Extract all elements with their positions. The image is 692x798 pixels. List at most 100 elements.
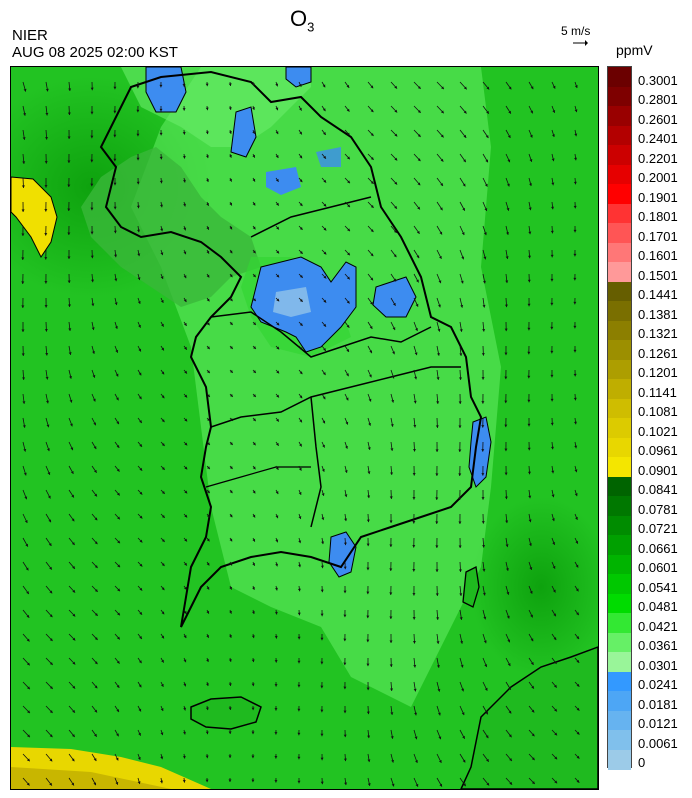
wind-arrow-head: [49, 590, 53, 594]
wind-arrow-head: [527, 327, 531, 331]
wind-arrow-head: [529, 183, 532, 187]
wind-arrow-head: [251, 779, 255, 783]
wind-arrow-head: [93, 469, 97, 473]
colorbar-tick-label: 0.1141: [638, 384, 677, 400]
wind-arrow-head: [253, 322, 256, 325]
wind-arrow-head: [506, 207, 510, 211]
wind-arrow-head: [91, 327, 95, 331]
wind-arrow-head: [505, 256, 509, 259]
wind-arrow-head: [160, 204, 163, 208]
wind-arrow-head: [323, 179, 327, 183]
wind-arrow-head: [554, 708, 557, 712]
wind-arrow-head: [205, 683, 209, 687]
wind-arrow-head: [93, 758, 97, 761]
colorbar-tick-label: 0.1381: [638, 306, 678, 322]
wind-arrow-head: [161, 371, 165, 375]
wind-arrow-head: [574, 157, 578, 161]
wind-arrow-head: [161, 635, 164, 639]
wind-arrow-head: [26, 591, 29, 595]
wind-arrow-head: [323, 203, 327, 207]
low-ozone-north-4: [285, 67, 312, 88]
wind-arrow-head: [115, 373, 119, 377]
wind-arrow-head: [390, 448, 394, 451]
wind-arrow-head: [551, 446, 554, 450]
wind-arrow-head: [72, 589, 76, 593]
wind-arrow-head: [92, 351, 95, 354]
wind-arrow-head: [161, 563, 165, 567]
wind-arrow-head: [458, 377, 462, 380]
wind-arrow-head: [299, 179, 303, 183]
wind-arrow-head: [462, 183, 466, 187]
wind-arrow-head: [483, 616, 487, 620]
wind-arrow-head: [504, 472, 508, 476]
wind-arrow-head: [252, 107, 255, 110]
wind-arrow-head: [275, 131, 279, 135]
wind-arrow-head: [461, 688, 464, 692]
wind-arrow-head: [343, 758, 347, 762]
wind-arrow-head: [462, 759, 466, 763]
yellow-zone-west: [11, 176, 58, 258]
title-main: O: [290, 6, 308, 31]
wind-arrow-head: [159, 156, 163, 160]
wind-arrow-head: [183, 322, 187, 326]
wind-arrow-head: [550, 302, 554, 306]
wind-arrow-head: [115, 757, 119, 761]
wind-arrow-head: [346, 349, 349, 352]
wind-arrow-head: [25, 567, 29, 571]
wind-arrow-head: [71, 734, 75, 737]
wind-arrow-head: [506, 591, 510, 595]
wind-arrow-head: [390, 424, 394, 427]
wind-arrow-head: [228, 755, 232, 758]
wind-arrow-head: [344, 518, 348, 522]
colorbar-segment: [608, 515, 631, 536]
wind-arrow-head: [44, 305, 48, 308]
wind-arrow-head: [320, 637, 324, 641]
wind-arrow-head: [508, 710, 512, 714]
wind-arrow-head: [508, 86, 512, 90]
wind-arrow-head: [367, 759, 371, 763]
wind-arrow-head: [229, 442, 233, 445]
wind-arrow-head: [527, 399, 531, 403]
wind-arrow-head: [299, 443, 302, 447]
wind-arrow-head: [137, 781, 141, 785]
wind-arrow-head: [322, 444, 325, 448]
wind-arrow-head: [550, 398, 554, 402]
wind-arrow-head: [67, 160, 71, 164]
wind-arrow-head: [161, 491, 165, 494]
wind-arrow-head: [116, 660, 120, 664]
wind-arrow-head: [573, 301, 577, 305]
wind-arrow-head: [417, 86, 421, 89]
wind-arrow-head: [481, 473, 485, 476]
wind-arrow-head: [207, 418, 210, 421]
wind-arrow-head: [252, 178, 256, 182]
wind-arrow-head: [527, 303, 531, 307]
wind-scale-label: 5 m/s: [561, 24, 591, 38]
low-ozone-east: [372, 276, 417, 318]
wind-arrow-head: [482, 592, 486, 596]
wind-arrow-head: [416, 230, 420, 234]
province-border-5: [205, 466, 311, 488]
wind-arrow-head: [573, 205, 577, 209]
wind-arrow-head: [504, 304, 508, 308]
wind-arrow-head: [528, 519, 532, 523]
wind-arrow-head: [299, 131, 302, 135]
wind-arrow-head: [139, 539, 143, 543]
wind-arrow-head: [389, 496, 393, 499]
colorbar-tick-label: 0.0181: [638, 696, 678, 712]
wind-arrow-head: [27, 686, 30, 690]
wind-arrow-head: [72, 565, 75, 569]
wind-arrow-head: [551, 518, 555, 522]
wind-arrow-head: [320, 781, 324, 785]
wind-arrow-head: [506, 615, 510, 619]
wind-arrow-head: [343, 662, 347, 666]
wind-arrow-head: [573, 325, 577, 329]
wind-arrow-head: [485, 735, 489, 739]
wind-arrow-head: [45, 352, 49, 356]
wind-arrow-head: [160, 780, 164, 784]
wind-arrow-head: [228, 683, 232, 686]
wind-arrow-head: [299, 203, 303, 207]
wind-arrow-head: [136, 181, 140, 185]
wind-arrow-head: [551, 470, 555, 474]
colorbar: [607, 66, 632, 770]
wind-arrow-head: [49, 662, 53, 665]
